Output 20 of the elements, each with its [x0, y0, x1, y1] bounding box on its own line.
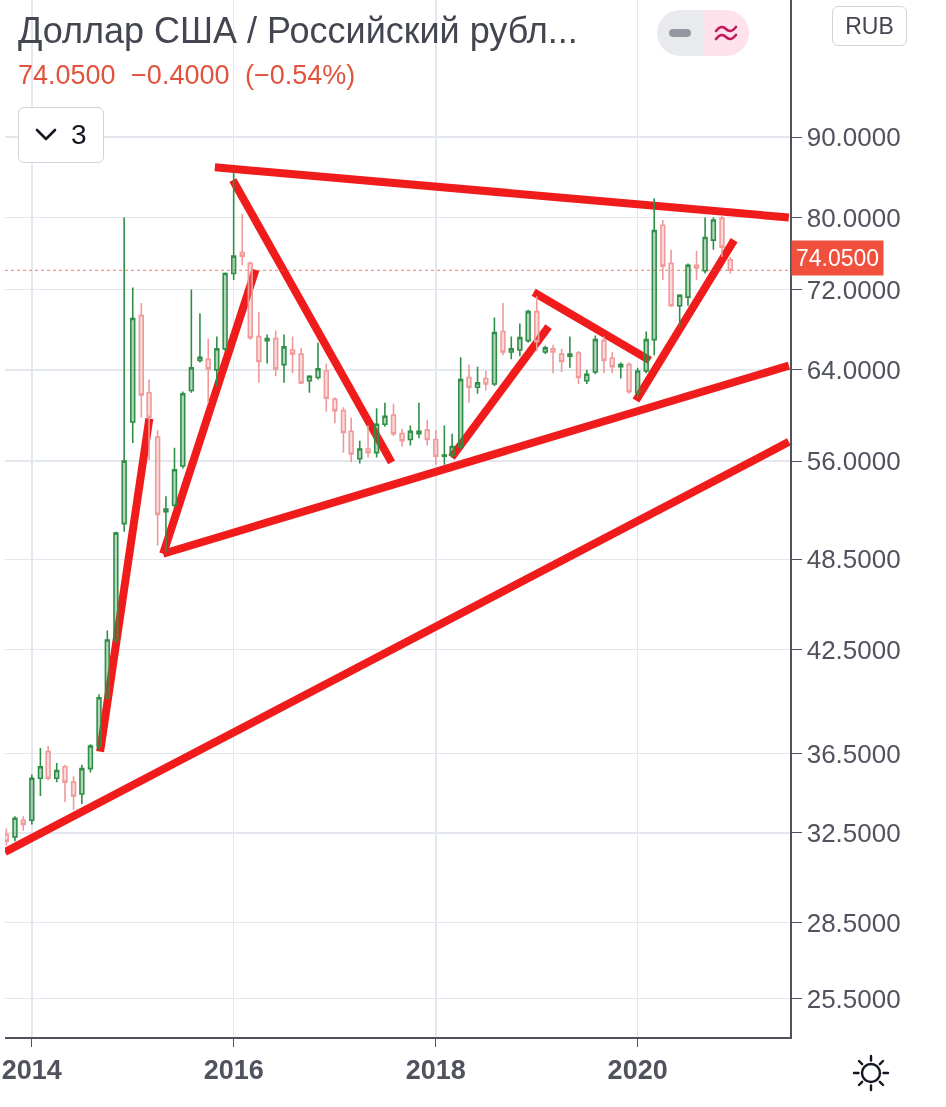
- y-tick-label: 90.0000: [806, 122, 901, 153]
- x-tick-label: 2020: [607, 1054, 668, 1085]
- y-tick-label: 42.5000: [806, 634, 901, 665]
- currency-button: RUB: [832, 6, 907, 46]
- y-tick-label: 32.5000: [806, 817, 901, 848]
- y-tick-label: 56.0000: [806, 446, 901, 477]
- annotation: 3: [71, 119, 87, 151]
- y-tick-label: 80.0000: [806, 202, 901, 233]
- dropdown-button: 3: [18, 107, 104, 163]
- x-tick-label: 2016: [203, 1054, 264, 1085]
- text: 74.0500 −0.4000 (−0.54%): [18, 60, 356, 91]
- x-tick-label: 2014: [1, 1054, 62, 1085]
- x-tick-label: 2018: [405, 1054, 466, 1085]
- y-tick-label: 64.0000: [806, 355, 901, 386]
- y-tick-label: 48.5000: [806, 544, 901, 575]
- y-tick-label: 72.0000: [806, 274, 901, 305]
- y-tick-label: 25.5000: [806, 983, 901, 1014]
- chart-title: Доллар США / Российский рубл...: [18, 10, 578, 52]
- y-tick-label: 36.5000: [806, 738, 901, 769]
- y-tick-label: 28.5000: [806, 907, 901, 938]
